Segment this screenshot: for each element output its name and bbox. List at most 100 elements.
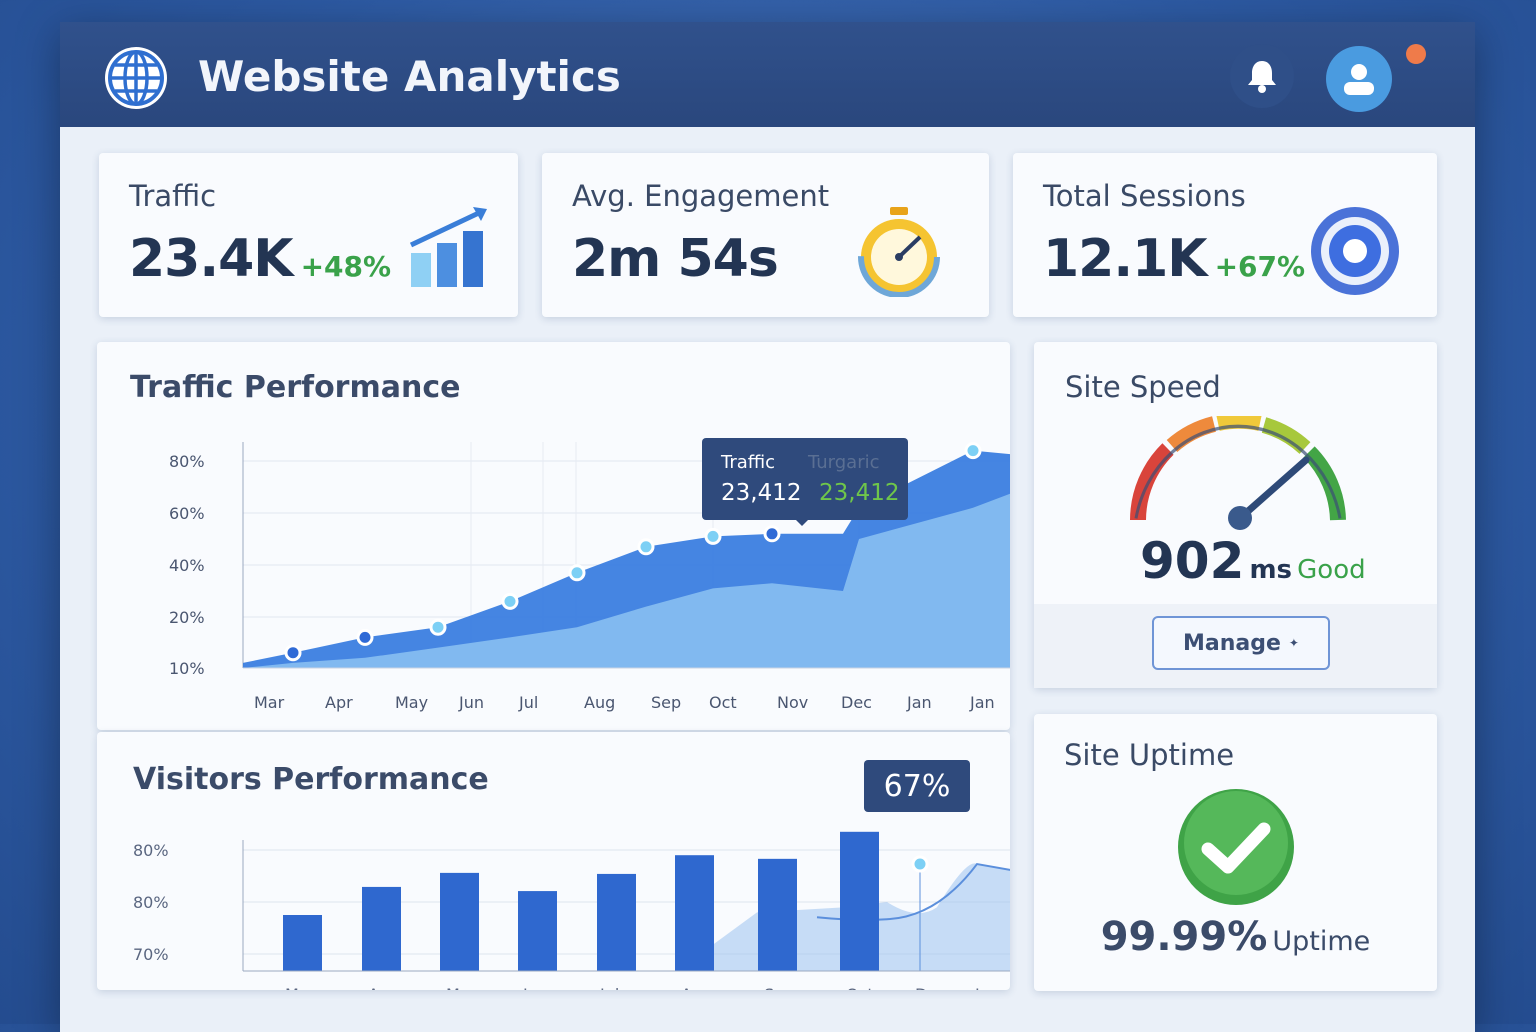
- data-point: [568, 564, 586, 582]
- sessions-number: 12.1K: [1043, 229, 1208, 289]
- speed-value: 902: [1140, 532, 1245, 590]
- sessions-card: Total Sessions 12.1K +67%: [1013, 153, 1437, 317]
- site-uptime-title: Site Uptime: [1064, 738, 1235, 772]
- speed-gauge: [1130, 416, 1346, 530]
- dashboard-window: Website Analytics Traffic 23.4K +48% Avg.…: [60, 22, 1475, 1032]
- traffic-label: Traffic: [129, 179, 217, 213]
- sessions-delta: +67%: [1214, 250, 1306, 283]
- manage-button[interactable]: Manage ✦: [1152, 616, 1330, 670]
- bar: [518, 891, 557, 971]
- x-tick-label: Jan: [974, 985, 1000, 990]
- x-tick-label: Sep: [651, 693, 681, 712]
- caret-icon: ✦: [1288, 636, 1299, 650]
- x-tick-label: Dec: [915, 985, 946, 990]
- x-tick-label: Apr: [325, 693, 353, 712]
- bar: [283, 915, 322, 971]
- user-icon: [1344, 64, 1374, 95]
- bar: [758, 858, 797, 971]
- x-tick-label: Jun: [458, 693, 484, 712]
- engagement-value: 2m 54s: [572, 229, 779, 289]
- hover-point: [911, 855, 929, 873]
- user-avatar-button[interactable]: [1326, 46, 1392, 112]
- x-tick-label: Apr: [368, 985, 396, 990]
- traffic-number: 23.4K: [129, 229, 294, 289]
- tooltip-value-organic: 23,412: [819, 480, 900, 506]
- y-tick-label: 80%: [133, 841, 169, 860]
- x-tick-label: Oct: [846, 985, 874, 990]
- y-tick-label: 80%: [169, 452, 205, 471]
- series-area: [243, 493, 1010, 668]
- y-tick-label: 80%: [133, 893, 169, 912]
- x-tick-label: Mar: [254, 693, 285, 712]
- gauge-needle: [1234, 456, 1310, 524]
- traffic-card: Traffic 23.4K +48%: [99, 153, 518, 317]
- bar-chart-up-icon: [409, 207, 487, 287]
- x-tick-label: Mar: [285, 985, 316, 990]
- bell-icon: [1248, 61, 1276, 93]
- x-tick-label: Jan: [906, 693, 932, 712]
- tooltip-label-organic: Turgaric: [808, 452, 880, 473]
- traffic-delta: +48%: [300, 250, 392, 283]
- visitors-bar-chart: 80% 80% 70% Mar Apr May Jun Jul Aug Sep Oct Dec Jan: [133, 831, 1010, 990]
- stopwatch-icon: [858, 207, 940, 297]
- speed-readout: 902 ms Good: [1140, 532, 1366, 590]
- traffic-area-chart: 10% 20% 40% 60% 80% Mar Apr May Jun Jul Aug Sep Oct N…: [169, 442, 1010, 712]
- y-tick-label: 20%: [169, 608, 205, 627]
- site-uptime-panel: Site Uptime 99.99% Uptime: [1034, 714, 1437, 991]
- x-tick-label: Jan: [969, 693, 995, 712]
- x-tick-label: Aug: [681, 985, 712, 990]
- data-point: [284, 644, 302, 662]
- x-tick-label: Jun: [522, 985, 548, 990]
- speed-status: Good: [1297, 555, 1366, 585]
- y-tick-label: 40%: [169, 556, 205, 575]
- x-tick-label: May: [395, 693, 428, 712]
- data-point: [763, 525, 781, 543]
- bar: [440, 872, 479, 971]
- x-tick-label: Aug: [584, 693, 615, 712]
- site-speed-panel: Site Speed 902 ms Good Manage ✦: [1034, 342, 1437, 688]
- x-tick-label: Nov: [777, 693, 808, 712]
- bar: [840, 831, 879, 971]
- visitors-performance-title: Visitors Performance: [133, 762, 489, 797]
- globe-icon: [105, 47, 167, 109]
- x-tick-label: Sep: [764, 985, 794, 990]
- x-tick-label: Dec: [841, 693, 872, 712]
- data-point: [501, 592, 519, 610]
- manage-label: Manage: [1183, 630, 1281, 656]
- notification-dot: [1406, 44, 1426, 64]
- engagement-card: Avg. Engagement 2m 54s: [542, 153, 989, 317]
- uptime-suffix: Uptime: [1272, 926, 1371, 957]
- check-circle-icon: [1178, 789, 1294, 905]
- sessions-value: 12.1K +67%: [1043, 229, 1305, 289]
- site-speed-title: Site Speed: [1065, 370, 1221, 404]
- data-point: [356, 628, 374, 646]
- traffic-performance-panel: Traffic Performance 10% 20% 40% 60% 80% Mar Ap…: [97, 342, 1010, 730]
- target-icon: [1311, 207, 1399, 295]
- data-point: [964, 442, 982, 460]
- tooltip-pointer: [794, 518, 810, 534]
- tooltip-value-traffic: 23,412: [721, 480, 802, 506]
- tooltip-label-traffic: Traffic: [721, 452, 776, 473]
- sessions-label: Total Sessions: [1043, 179, 1246, 213]
- x-tick-label: Jul: [518, 693, 538, 712]
- x-tick-label: May: [446, 985, 479, 990]
- bar: [675, 855, 714, 971]
- bar: [597, 873, 636, 971]
- data-point: [429, 618, 447, 636]
- data-point: [704, 527, 722, 545]
- y-tick-label: 10%: [169, 659, 205, 678]
- traffic-tooltip: Traffic Turgaric 23,412 23,412: [702, 438, 908, 526]
- bar: [362, 886, 401, 971]
- uptime-readout: 99.99% Uptime: [1034, 914, 1437, 960]
- x-tick-label: Jul: [599, 985, 619, 990]
- notifications-button[interactable]: [1230, 44, 1294, 108]
- visitors-performance-panel: Visitors Performance 80% 80% 70% Mar Apr May J…: [97, 732, 1010, 990]
- app-title: Website Analytics: [198, 52, 621, 101]
- engagement-label: Avg. Engagement: [572, 179, 830, 213]
- speed-unit: ms: [1249, 555, 1293, 585]
- data-point: [637, 538, 655, 556]
- header: Website Analytics: [60, 22, 1475, 127]
- y-tick-label: 70%: [133, 945, 169, 964]
- uptime-value: 99.99%: [1100, 914, 1268, 960]
- y-tick-label: 60%: [169, 504, 205, 523]
